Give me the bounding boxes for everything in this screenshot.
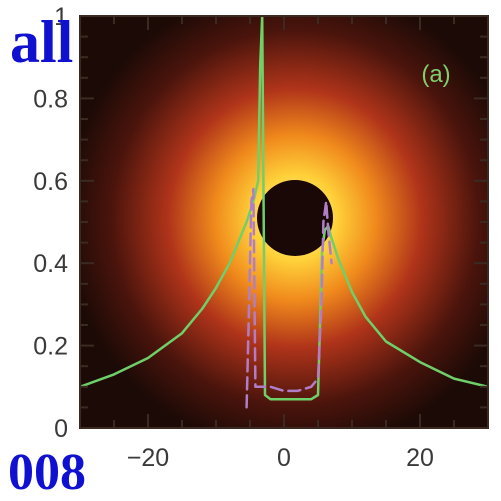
dark-disk: [257, 180, 333, 256]
chart: 0 0.2 0.4 0.6 0.8 1 −20 0 20 (a): [33, 3, 489, 472]
panel-label: (a): [421, 61, 450, 88]
x-tick-label: 0: [277, 444, 291, 472]
overlay-text-top: all: [10, 9, 74, 75]
y-tick-label: 1: [54, 3, 68, 31]
y-tick-label: 0.8: [33, 85, 68, 113]
y-tick-label: 0.4: [33, 250, 68, 278]
series-line-2: [245, 187, 333, 409]
y-tick-label: 0.2: [33, 333, 68, 361]
y-tick-label: 0.6: [33, 168, 68, 196]
series-line-1: [80, 16, 488, 401]
x-tick-label: −20: [127, 444, 169, 472]
y-tick-label: 0: [54, 415, 68, 443]
overlay-text-bottom: 008: [8, 444, 86, 501]
x-tick-label: 20: [406, 444, 434, 472]
